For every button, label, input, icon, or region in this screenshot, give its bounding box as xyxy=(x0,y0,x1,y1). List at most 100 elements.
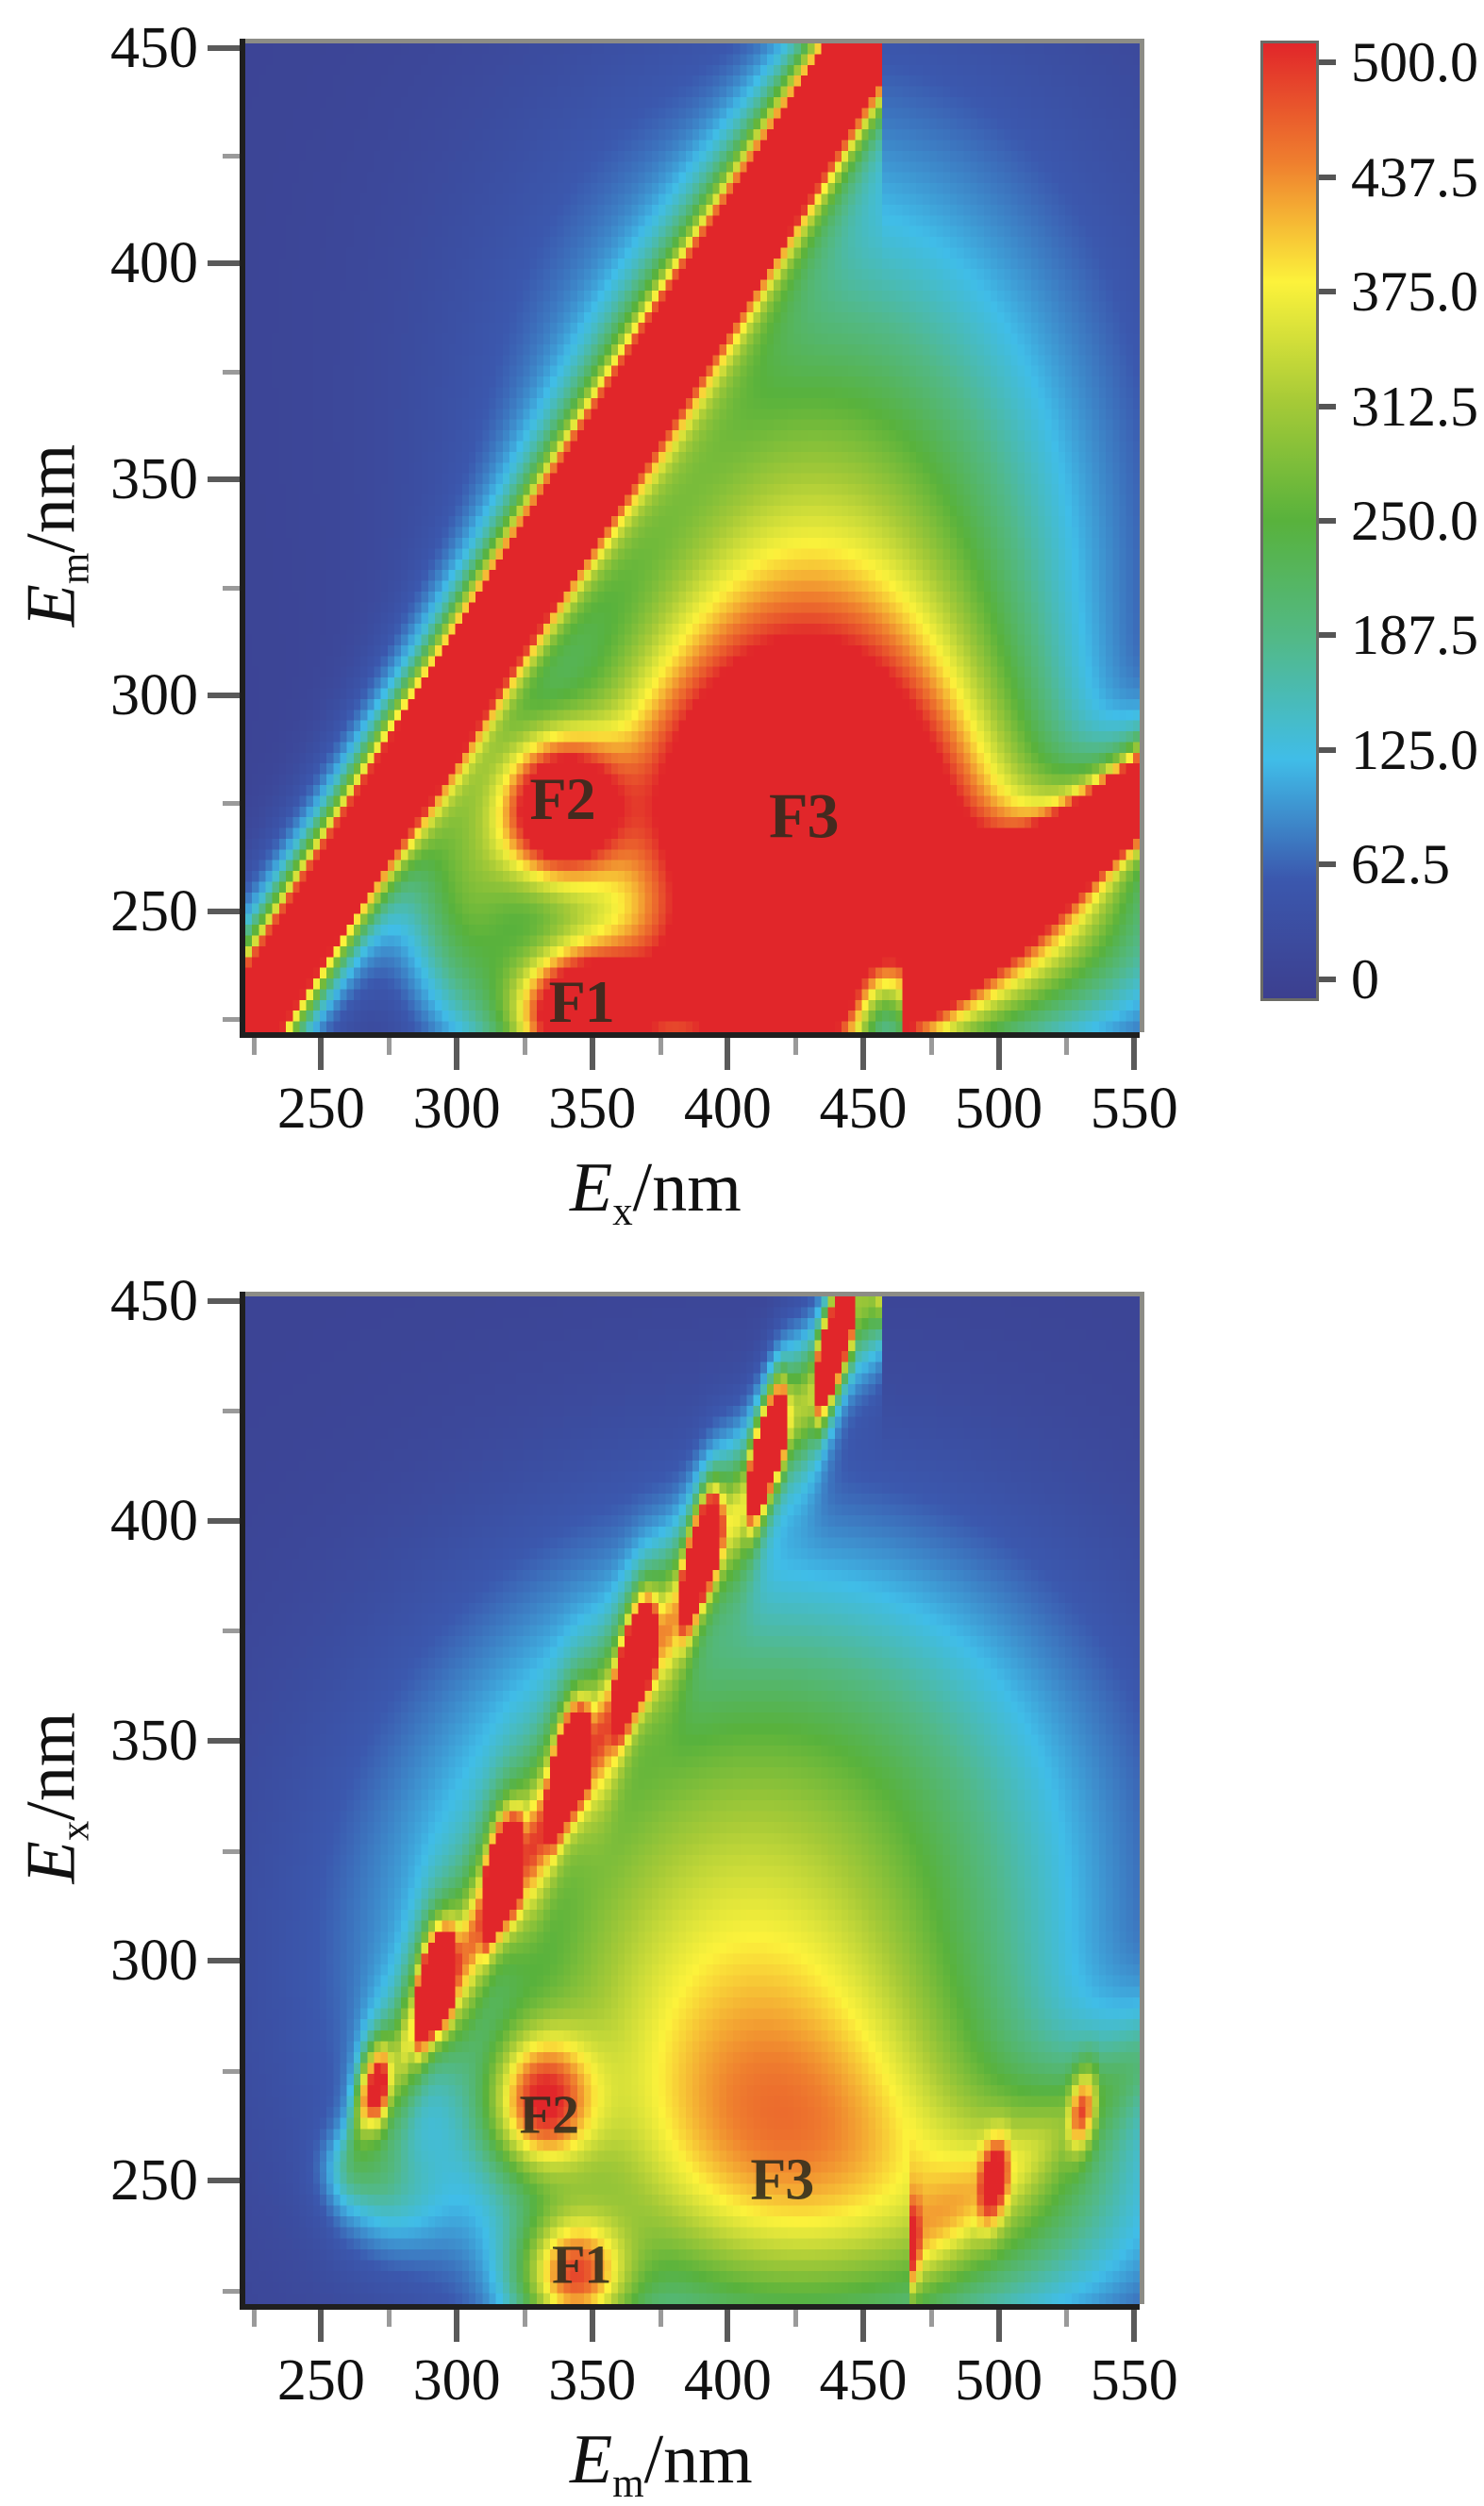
x-major-tick xyxy=(995,1038,1002,1070)
x-minor-tick xyxy=(658,1038,663,1055)
x-minor-tick xyxy=(793,1038,799,1055)
y-major-tick xyxy=(208,693,240,699)
x-minor-tick xyxy=(1064,1038,1070,1055)
colorbar-tick xyxy=(1319,289,1336,295)
x-minor-tick xyxy=(522,1038,527,1055)
y-major-tick xyxy=(208,1958,240,1964)
y-minor-tick xyxy=(223,153,240,159)
axis-unit: /nm xyxy=(632,1149,742,1227)
axis-unit: /nm xyxy=(643,2421,753,2498)
x-tick-label: 350 xyxy=(548,2348,637,2413)
colorbar-tick-label: 250.0 xyxy=(1351,490,1478,552)
y-tick-label: 450 xyxy=(110,15,198,80)
annotation-F2-bottom: F2 xyxy=(519,2083,579,2146)
x-major-tick xyxy=(725,2310,731,2342)
colorbar-tick xyxy=(1319,976,1336,982)
x-minor-tick xyxy=(658,2310,663,2327)
y-major-tick xyxy=(208,1738,240,1745)
colorbar-tick xyxy=(1319,632,1336,639)
annotation-F3-bottom: F3 xyxy=(750,2147,814,2213)
x-major-tick xyxy=(859,1038,866,1070)
x-major-tick xyxy=(589,2310,595,2342)
x-major-tick xyxy=(725,1038,731,1070)
annotation-F1-bottom: F1 xyxy=(551,2233,611,2296)
x-minor-tick xyxy=(387,2310,392,2327)
y-minor-tick xyxy=(223,2068,240,2074)
axis-symbol: E xyxy=(12,1841,91,1884)
colorbar-tick xyxy=(1319,746,1336,753)
axis-spine-right xyxy=(1140,43,1144,1032)
colorbar-tick-label: 125.0 xyxy=(1351,718,1478,781)
colorbar-tick xyxy=(1319,174,1336,180)
axis-unit: /nm xyxy=(12,443,91,553)
y-axis-title-top: Em/nm xyxy=(13,412,98,658)
x-minor-tick xyxy=(928,2310,934,2327)
x-minor-tick xyxy=(387,1038,392,1055)
x-minor-tick xyxy=(522,2310,527,2327)
y-minor-tick xyxy=(223,2289,240,2294)
x-tick-label: 250 xyxy=(276,2348,365,2413)
y-major-tick xyxy=(208,2178,240,2184)
annotation-F2-top: F2 xyxy=(529,764,596,832)
y-tick-label: 350 xyxy=(110,1709,198,1774)
x-tick-label: 500 xyxy=(955,2348,1043,2413)
x-major-tick xyxy=(995,2310,1002,2342)
axis-spine-bottom xyxy=(240,1032,1140,1038)
x-major-tick xyxy=(589,1038,595,1070)
colorbar-tick-label: 312.5 xyxy=(1351,375,1478,438)
colorbar-gradient xyxy=(1260,41,1319,1001)
colorbar-tick-label: 0 xyxy=(1351,947,1379,1011)
heatmap-canvas-top xyxy=(245,43,1140,1032)
x-tick-label: 450 xyxy=(819,1077,908,1141)
axis-symbol: E xyxy=(12,584,91,627)
x-tick-label: 250 xyxy=(276,1077,365,1141)
x-minor-tick xyxy=(251,2310,257,2327)
x-major-tick xyxy=(454,2310,460,2342)
x-tick-label: 300 xyxy=(412,1077,501,1141)
y-major-tick xyxy=(208,1517,240,1524)
x-minor-tick xyxy=(793,2310,799,2327)
x-major-tick xyxy=(318,1038,325,1070)
axis-spine-left xyxy=(240,39,245,1038)
x-axis-title-top: Ex/nm xyxy=(570,1153,742,1233)
y-tick-label: 300 xyxy=(110,1929,198,1994)
x-tick-label: 550 xyxy=(1090,1077,1178,1141)
x-major-tick xyxy=(1131,2310,1138,2342)
axis-subscript: x xyxy=(612,1190,633,1235)
x-major-tick xyxy=(1131,1038,1138,1070)
y-major-tick xyxy=(208,476,240,483)
axis-subscript: m xyxy=(53,552,98,585)
x-tick-label: 300 xyxy=(412,2348,501,2413)
axis-spine-top xyxy=(245,39,1144,43)
axis-spine-top xyxy=(245,1292,1144,1296)
x-minor-tick xyxy=(928,1038,934,1055)
colorbar-tick xyxy=(1319,59,1336,66)
x-minor-tick xyxy=(1064,2310,1070,2327)
x-tick-label: 400 xyxy=(683,2348,772,2413)
y-major-tick xyxy=(208,44,240,51)
y-minor-tick xyxy=(223,369,240,375)
axis-unit: /nm xyxy=(12,1712,91,1821)
colorbar-tick-label: 187.5 xyxy=(1351,604,1478,667)
colorbar-tick xyxy=(1319,518,1336,524)
colorbar-tick-label: 62.5 xyxy=(1351,833,1450,896)
axis-symbol: E xyxy=(570,1149,613,1227)
axis-spine-right xyxy=(1140,1296,1144,2304)
y-tick-label: 250 xyxy=(110,878,198,944)
colorbar-tick xyxy=(1319,861,1336,868)
y-axis-title-bottom: Ex/nm xyxy=(13,1675,98,1920)
annotation-F3-top: F3 xyxy=(769,779,840,852)
y-tick-label: 400 xyxy=(110,1488,198,1553)
axis-symbol: E xyxy=(570,2421,613,2498)
y-tick-label: 300 xyxy=(110,663,198,728)
y-tick-label: 350 xyxy=(110,447,198,512)
y-tick-label: 450 xyxy=(110,1268,198,1333)
x-tick-label: 550 xyxy=(1090,2348,1178,2413)
x-minor-tick xyxy=(251,1038,257,1055)
colorbar-tick-label: 500.0 xyxy=(1351,31,1478,94)
y-minor-tick xyxy=(223,1017,240,1023)
x-major-tick xyxy=(859,2310,866,2342)
colorbar-tick xyxy=(1319,403,1336,409)
y-major-tick xyxy=(208,1297,240,1304)
